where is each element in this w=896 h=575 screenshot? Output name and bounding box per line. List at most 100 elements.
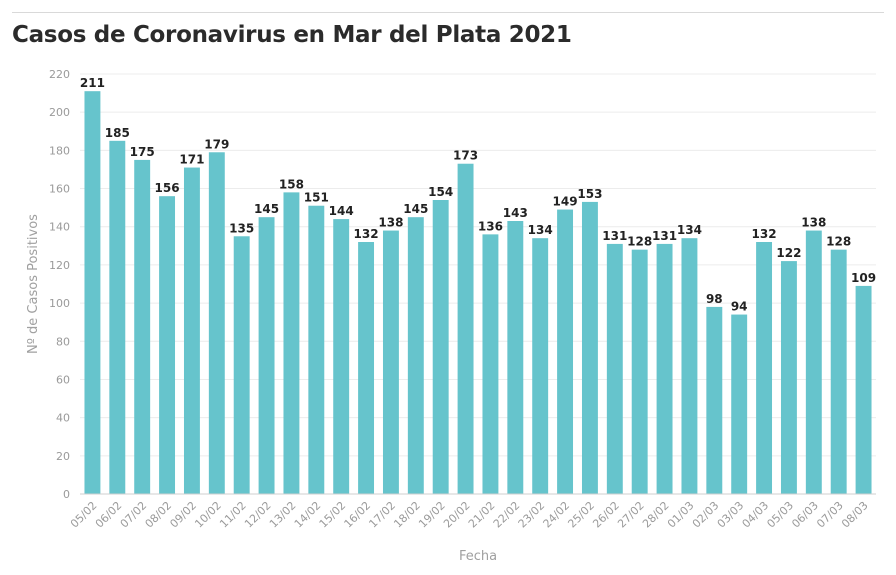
y-axis-title: Nº de Casos Positivos [26, 214, 41, 354]
data-label: 156 [155, 181, 180, 195]
data-label: 94 [731, 300, 748, 314]
data-labels: 2111851751561711791351451581511441321381… [80, 76, 876, 313]
data-label: 138 [801, 216, 826, 230]
y-tick-label: 20 [56, 450, 70, 463]
y-tick-label: 0 [63, 488, 70, 501]
bar [581, 201, 598, 494]
x-tick-label: 19/02 [416, 499, 448, 531]
bar [84, 91, 101, 494]
bar [407, 217, 424, 494]
data-label: 171 [179, 153, 204, 167]
x-tick-label: 06/03 [789, 499, 821, 531]
data-label: 134 [677, 223, 702, 237]
bar [109, 140, 126, 494]
data-label: 179 [204, 137, 229, 151]
data-label: 154 [428, 185, 453, 199]
bar [756, 242, 773, 494]
data-label: 132 [354, 227, 379, 241]
bar [183, 167, 200, 494]
y-tick-label: 180 [49, 144, 70, 157]
bar [258, 217, 275, 494]
x-tick-label: 20/02 [441, 499, 473, 531]
x-tick-label: 05/03 [764, 499, 796, 531]
y-axis-ticks: 0 20 40 60 80 100 120 140 160 180 200 220 [49, 68, 70, 501]
bar [606, 243, 623, 494]
bar [681, 238, 698, 494]
bar [233, 236, 250, 495]
bar [631, 249, 648, 494]
x-tick-label: 27/02 [615, 499, 647, 531]
x-tick-label: 25/02 [565, 499, 597, 531]
data-label: 134 [528, 223, 553, 237]
top-divider [12, 12, 884, 13]
x-tick-label: 21/02 [466, 499, 498, 531]
data-label: 143 [503, 206, 528, 220]
x-tick-label: 08/03 [839, 499, 871, 531]
x-tick-label: 16/02 [342, 499, 374, 531]
bar [830, 249, 847, 494]
x-tick-label: 04/03 [740, 499, 772, 531]
y-tick-label: 120 [49, 259, 70, 272]
x-tick-label: 02/03 [690, 499, 722, 531]
bar [507, 221, 524, 494]
data-label: 122 [776, 246, 801, 260]
bar [358, 242, 375, 494]
chart-title: Casos de Coronavirus en Mar del Plata 20… [12, 22, 572, 48]
data-label: 136 [478, 219, 503, 233]
data-label: 145 [403, 202, 428, 216]
data-label: 149 [553, 195, 578, 209]
data-label: 138 [378, 216, 403, 230]
x-tick-label: 06/02 [93, 499, 125, 531]
x-tick-label: 28/02 [640, 499, 672, 531]
data-label: 128 [826, 235, 851, 249]
x-tick-label: 07/02 [118, 499, 150, 531]
x-tick-label: 14/02 [292, 499, 324, 531]
x-tick-label: 10/02 [192, 499, 224, 531]
x-tick-label: 08/02 [143, 499, 175, 531]
data-label: 175 [130, 145, 155, 159]
data-label: 151 [304, 191, 329, 205]
data-label: 145 [254, 202, 279, 216]
bar [457, 163, 474, 494]
bar [780, 261, 797, 494]
y-tick-label: 60 [56, 373, 70, 386]
bar [159, 196, 176, 494]
bars [84, 91, 872, 495]
x-tick-label: 09/02 [167, 499, 199, 531]
data-label: 185 [105, 126, 130, 140]
bar [333, 219, 350, 494]
x-tick-label: 01/03 [665, 499, 697, 531]
y-tick-label: 140 [49, 221, 70, 234]
data-label: 98 [706, 292, 723, 306]
x-tick-label: 12/02 [242, 499, 274, 531]
x-tick-label: 23/02 [516, 499, 548, 531]
bar [532, 238, 549, 494]
data-label: 173 [453, 149, 478, 163]
y-tick-label: 40 [56, 412, 70, 425]
bar [706, 306, 723, 494]
x-tick-label: 18/02 [391, 499, 423, 531]
data-label: 158 [279, 177, 304, 191]
x-tick-label: 15/02 [317, 499, 349, 531]
bar [855, 285, 872, 494]
x-tick-label: 24/02 [541, 499, 573, 531]
x-tick-label: 26/02 [590, 499, 622, 531]
data-label: 131 [652, 229, 677, 243]
y-tick-label: 160 [49, 183, 70, 196]
data-label: 211 [80, 76, 105, 90]
x-tick-label: 11/02 [217, 499, 249, 531]
bar [805, 230, 822, 494]
x-tick-label: 05/02 [68, 499, 100, 531]
bar [482, 234, 499, 494]
x-axis-title: Fecha [459, 549, 497, 564]
y-tick-label: 200 [49, 106, 70, 119]
bar [308, 205, 325, 494]
data-label: 153 [577, 187, 602, 201]
data-label: 131 [602, 229, 627, 243]
data-label: 144 [329, 204, 354, 218]
bar [432, 200, 449, 494]
y-tick-label: 220 [49, 68, 70, 81]
data-label: 109 [851, 271, 876, 285]
bar [656, 243, 673, 494]
